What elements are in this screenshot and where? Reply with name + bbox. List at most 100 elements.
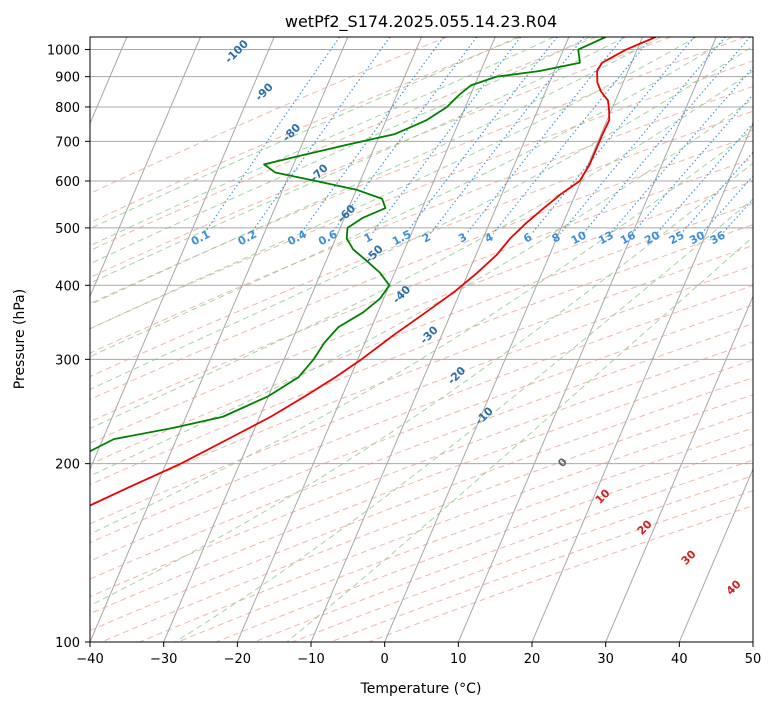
y-tick-label: 800 bbox=[55, 101, 80, 116]
isotherm-line bbox=[90, 37, 349, 642]
mixing-ratio-line bbox=[300, 37, 445, 234]
dry-adiabat-line bbox=[90, 37, 522, 224]
isotherm-line bbox=[236, 37, 496, 642]
plot-frame bbox=[89, 36, 754, 643]
moist-adiabat-line bbox=[90, 45, 753, 390]
dry-adiabat-label: -100 bbox=[222, 37, 251, 66]
mixing-ratio-label: 36 bbox=[708, 228, 728, 247]
x-tick-label: −30 bbox=[150, 652, 177, 667]
x-tick-label: 0 bbox=[381, 652, 389, 667]
isotherm-line bbox=[531, 122, 753, 642]
dry-adiabat-line bbox=[90, 244, 753, 505]
isotherm-line bbox=[457, 37, 717, 642]
mixing-ratio-line bbox=[559, 37, 726, 234]
mixing-ratio-line bbox=[721, 198, 753, 234]
mixing-ratio-label: 8 bbox=[550, 230, 563, 245]
moist-adiabat-line bbox=[90, 37, 662, 306]
mixing-ratio-line bbox=[405, 37, 558, 234]
mixing-ratio-label: 4 bbox=[483, 230, 496, 245]
mixing-ratio-label: 25 bbox=[667, 229, 687, 248]
dry-adiabat-line bbox=[90, 134, 753, 400]
moist-adiabat-label: 10 bbox=[593, 486, 613, 506]
y-tick-label: 1000 bbox=[47, 44, 80, 59]
dry-adiabat-line bbox=[101, 394, 753, 642]
moist-adiabat-line bbox=[286, 236, 753, 642]
y-tick-label: 700 bbox=[55, 135, 80, 150]
isotherm-line bbox=[90, 37, 201, 298]
dry-adiabat-label: -80 bbox=[280, 121, 303, 144]
y-tick-label: 200 bbox=[55, 458, 80, 473]
isotherm-line bbox=[605, 295, 753, 642]
y-tick-label: 600 bbox=[55, 175, 80, 190]
mixing-ratio-label: 30 bbox=[687, 228, 707, 247]
dry-adiabat-line bbox=[90, 377, 753, 632]
mixing-ratio-line bbox=[331, 37, 478, 234]
dry-adiabat-line bbox=[292, 475, 753, 642]
dry-adiabat-label: -60 bbox=[335, 202, 358, 225]
mixing-ratio-label: 16 bbox=[618, 228, 638, 247]
moist-adiabat-line bbox=[90, 37, 732, 358]
dry-adiabat-line bbox=[90, 60, 753, 330]
mixing-ratio-label: 0.2 bbox=[236, 228, 259, 249]
mixing-ratio-label: 6 bbox=[521, 230, 534, 245]
moist-adiabat-line bbox=[90, 37, 591, 265]
dry-adiabat-line bbox=[177, 427, 753, 642]
mixing-ratio-line bbox=[371, 37, 522, 234]
dry-adiabat-line bbox=[90, 37, 597, 252]
mixing-ratio-line bbox=[609, 66, 753, 234]
x-tick-label: −40 bbox=[76, 652, 103, 667]
chart-title: wetPf2_S174.2025.055.14.23.R04 bbox=[285, 12, 557, 32]
mixing-ratio-line bbox=[656, 122, 753, 234]
dry-adiabat-line bbox=[90, 341, 753, 598]
dry-adiabat-line bbox=[90, 37, 746, 305]
mixing-ratio-label: 3 bbox=[456, 230, 469, 245]
y-tick-label: 100 bbox=[55, 636, 80, 651]
dry-adiabat-line bbox=[90, 110, 753, 378]
x-tick-label: 30 bbox=[597, 652, 614, 667]
moist-adiabat-label: 0 bbox=[555, 455, 570, 470]
dry-adiabat-line bbox=[90, 157, 753, 423]
y-tick-label: 500 bbox=[55, 222, 80, 237]
dry-adiabat-label: -20 bbox=[445, 364, 468, 387]
moist-adiabat-line bbox=[90, 98, 753, 477]
x-tick-label: 40 bbox=[671, 652, 688, 667]
dry-adiabat-line bbox=[90, 265, 753, 525]
dry-adiabat-line bbox=[90, 85, 753, 354]
mixing-ratio-label: 0.4 bbox=[285, 227, 309, 248]
mixing-ratio-line bbox=[250, 37, 391, 234]
mixing-ratio-line bbox=[429, 37, 585, 234]
x-axis-title: Temperature (°C) bbox=[360, 681, 482, 697]
x-tick-label: 50 bbox=[745, 652, 762, 667]
dry-adiabat-line bbox=[90, 284, 753, 544]
isotherm-line bbox=[678, 467, 753, 642]
moist-adiabat-line bbox=[90, 162, 753, 607]
mixing-ratio-label: 0.6 bbox=[316, 227, 340, 248]
x-tick-label: 20 bbox=[524, 652, 541, 667]
dry-adiabat-line bbox=[139, 411, 753, 642]
moist-adiabat-line bbox=[174, 198, 753, 642]
dry-adiabat-label: -10 bbox=[473, 404, 496, 427]
dry-adiabat-line bbox=[90, 359, 753, 615]
dewpoint-trace bbox=[90, 37, 607, 453]
mixing-ratio-label: 1.5 bbox=[390, 228, 413, 249]
mixing-ratio-line bbox=[701, 175, 753, 234]
plot-area: -100-90-80-70-60-50-40-30-20-100.1 0.2 0.4… bbox=[47, 36, 762, 667]
mixing-ratio-line bbox=[680, 151, 753, 234]
mixing-ratio-line bbox=[582, 37, 751, 234]
moist-adiabat-line bbox=[90, 37, 626, 284]
isotherm-line bbox=[384, 37, 643, 642]
isotherm-line bbox=[310, 37, 570, 642]
y-tick-label: 400 bbox=[55, 279, 80, 294]
moist-adiabat-line bbox=[90, 37, 519, 230]
dry-adiabat-label: -30 bbox=[418, 323, 441, 346]
dry-adiabat-line bbox=[90, 304, 753, 562]
x-tick-label: −10 bbox=[297, 652, 324, 667]
moist-adiabat-line bbox=[90, 37, 697, 330]
isotherm-line bbox=[752, 640, 753, 642]
x-tick-label: −20 bbox=[224, 652, 251, 667]
dry-adiabat-line bbox=[90, 180, 753, 444]
plot-clip-group: -100-90-80-70-60-50-40-30-20-100.1 0.2 0.4… bbox=[90, 37, 753, 642]
dry-adiabat-label: -90 bbox=[253, 80, 276, 103]
dry-adiabat-line bbox=[90, 323, 753, 580]
